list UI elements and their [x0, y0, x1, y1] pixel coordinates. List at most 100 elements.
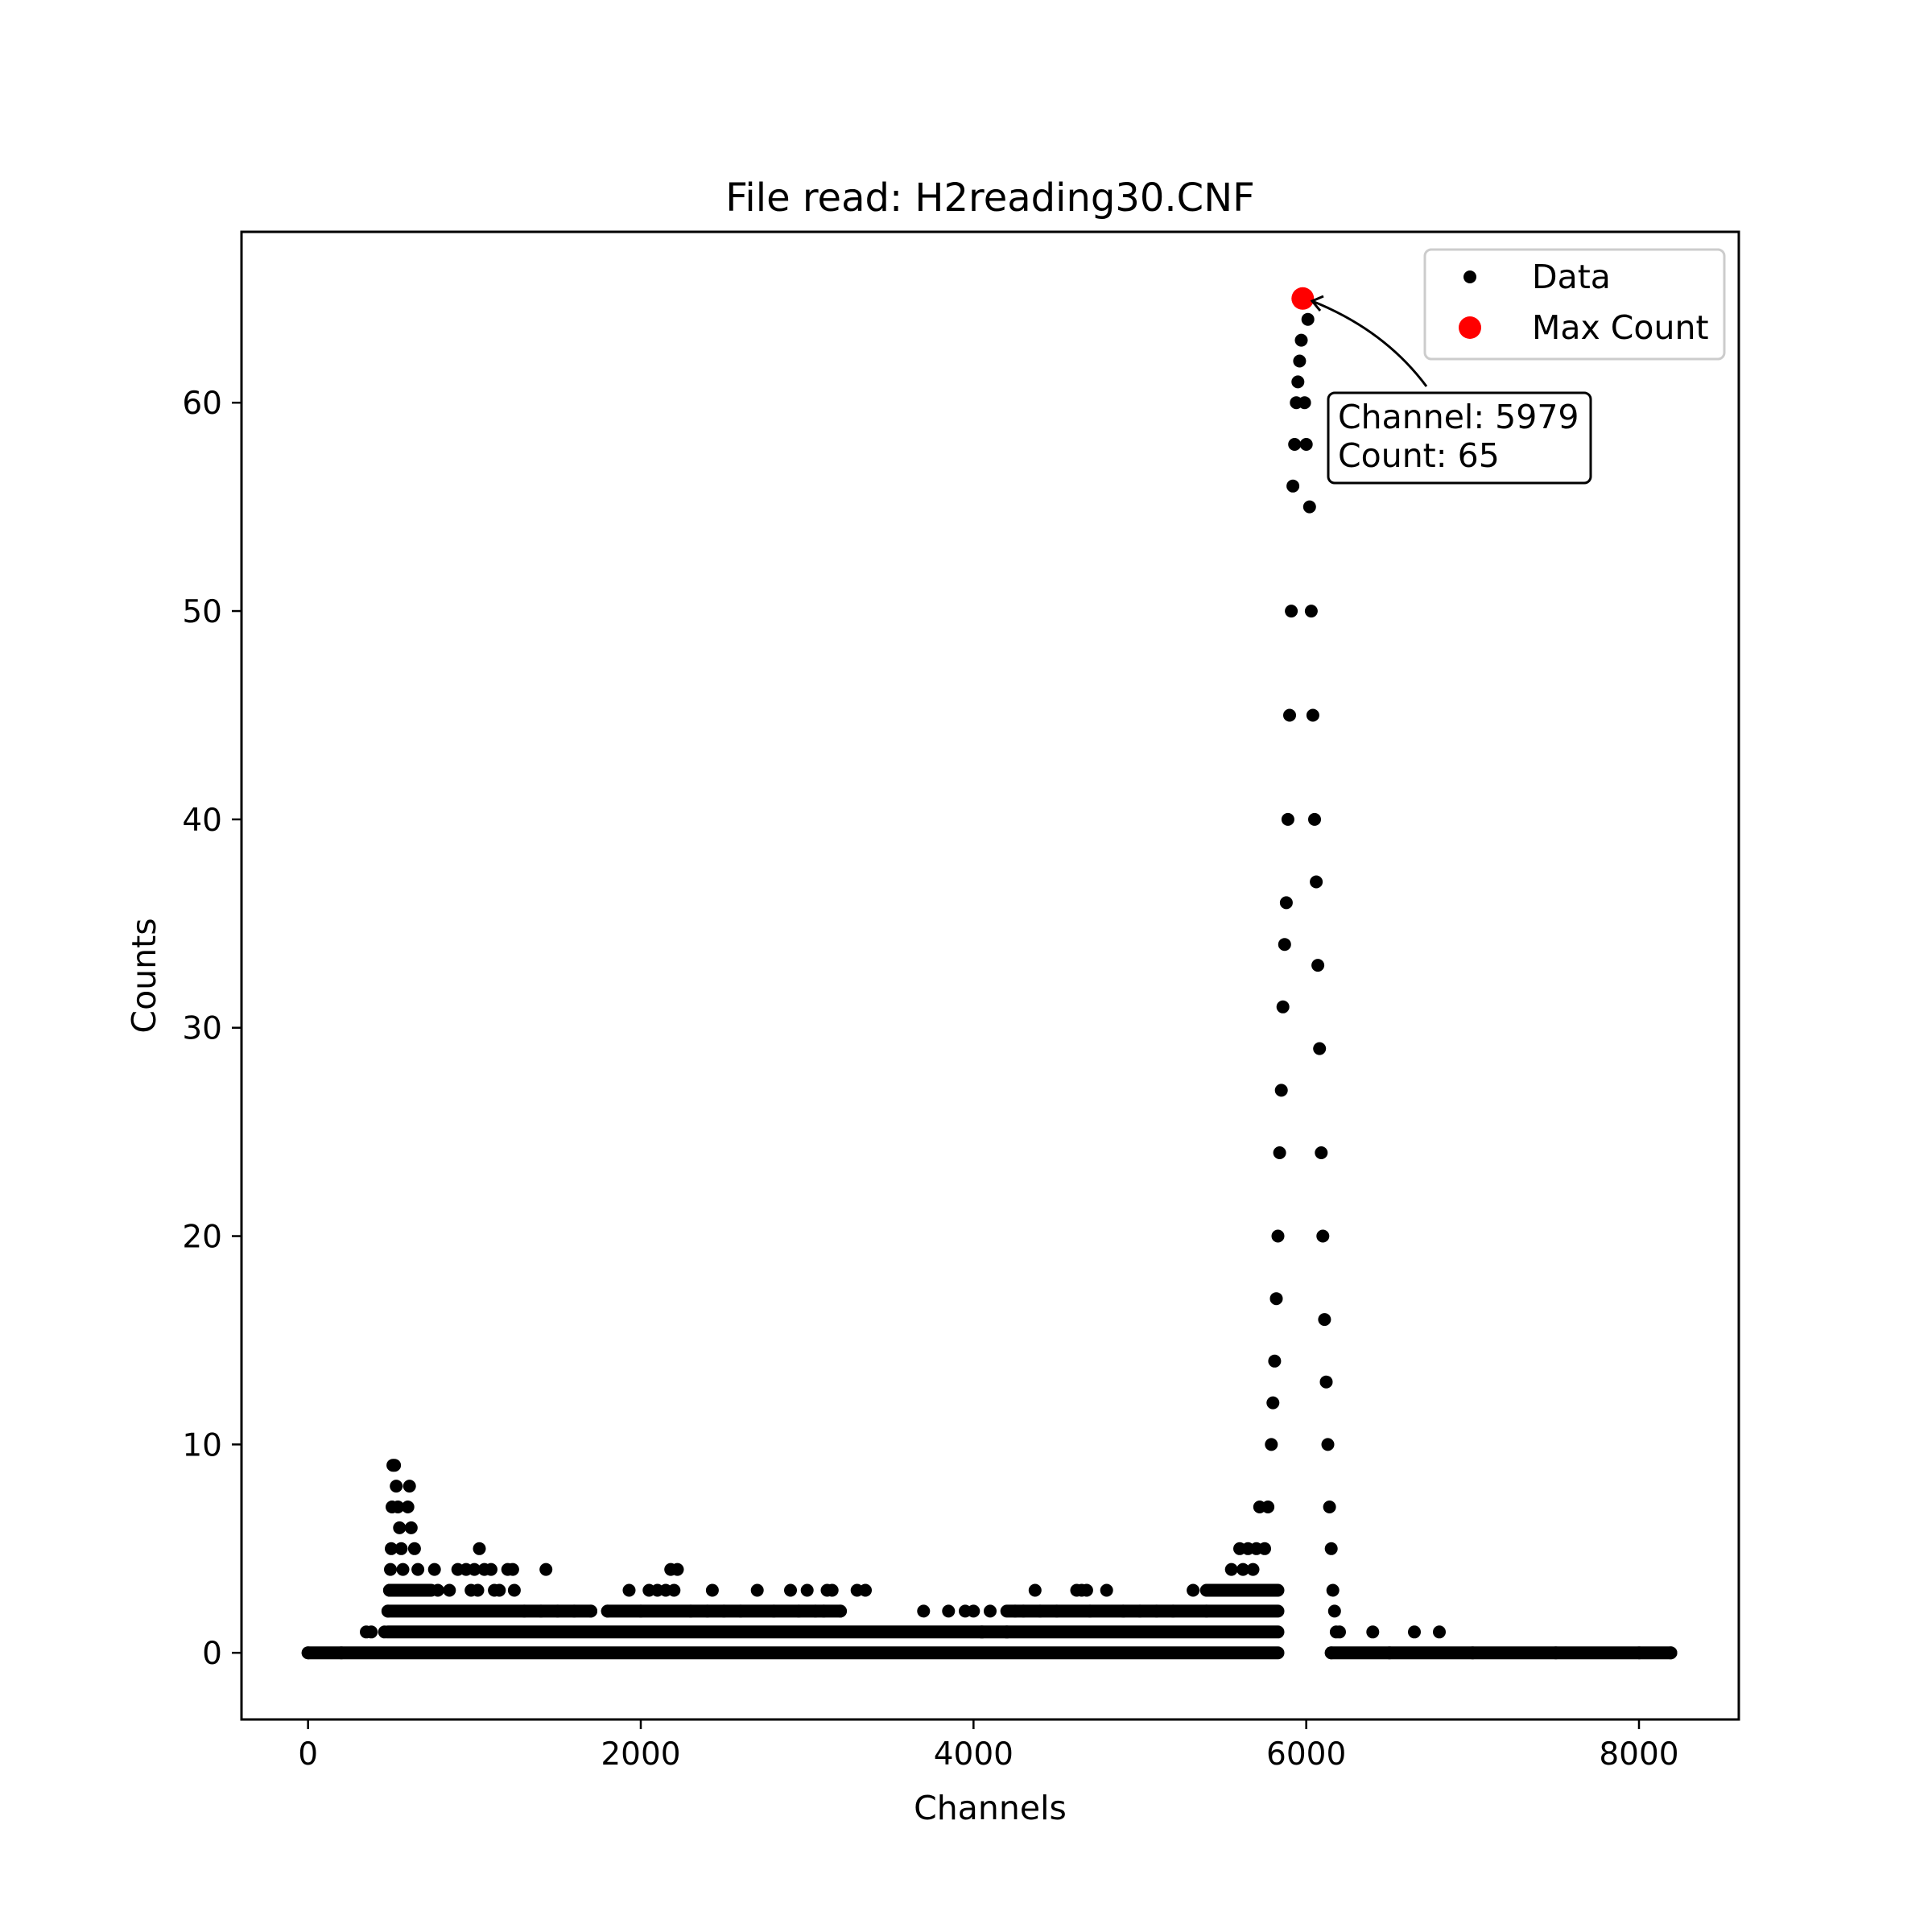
data-point	[485, 1563, 497, 1576]
data-point	[1313, 1042, 1327, 1055]
legend-box	[1423, 248, 1726, 361]
data-point	[1333, 1625, 1346, 1639]
data-point	[468, 1563, 481, 1576]
data-point	[1246, 1563, 1260, 1576]
data-point	[1265, 1438, 1278, 1451]
data-point	[1224, 1563, 1238, 1576]
data-point	[1298, 396, 1311, 410]
data-point	[917, 1604, 931, 1618]
data-point	[984, 1604, 997, 1618]
legend-marker-max-count	[1459, 316, 1481, 339]
y-tick-label: 50	[182, 594, 222, 630]
y-tick-label: 10	[182, 1427, 222, 1463]
data-point	[1266, 1396, 1280, 1410]
data-point	[1236, 1563, 1250, 1576]
data-point	[401, 1501, 415, 1513]
data-point	[942, 1604, 956, 1618]
data-point	[1271, 1229, 1285, 1243]
data-point	[1326, 1583, 1340, 1597]
data-point	[1308, 812, 1321, 826]
data-point	[1293, 354, 1307, 368]
data-point	[407, 1542, 421, 1555]
data-point	[1304, 605, 1318, 618]
data-point	[784, 1583, 797, 1597]
data-point	[365, 1625, 378, 1639]
data-point	[1299, 438, 1313, 451]
x-axis-ticks: 0 2000 4000 6000 8000	[298, 1719, 1679, 1773]
data-point	[394, 1542, 408, 1555]
data-point	[1311, 959, 1325, 972]
data-point	[1258, 1542, 1271, 1555]
data-point	[1310, 875, 1323, 889]
data-point	[800, 1583, 814, 1597]
data-point	[393, 1521, 407, 1534]
y-tick-label: 20	[182, 1220, 222, 1256]
annotation-channel-text: Channel: 5979	[1338, 398, 1579, 436]
data-point	[384, 1563, 397, 1576]
data-point	[1286, 479, 1300, 493]
data-point	[427, 1563, 441, 1576]
data-point	[1302, 500, 1316, 514]
data-point	[1327, 1604, 1341, 1618]
data-point	[1316, 1229, 1330, 1243]
data-point	[1294, 333, 1308, 347]
data-point	[1291, 375, 1305, 389]
data-point	[1269, 1292, 1283, 1306]
data-point	[506, 1563, 519, 1576]
data-point	[507, 1583, 521, 1597]
max-count-point	[1291, 287, 1315, 310]
chart-title: File read: H2reading30.CNF	[725, 175, 1254, 221]
data-point	[1283, 708, 1296, 722]
x-tick-label: 0	[298, 1736, 318, 1773]
annotation-arrowhead	[1310, 295, 1324, 312]
x-tick-label: 6000	[1266, 1736, 1346, 1773]
data-point	[750, 1583, 764, 1597]
data-point	[967, 1604, 980, 1618]
y-tick-label: 30	[182, 1011, 222, 1047]
data-point	[1315, 1146, 1328, 1159]
data-point	[622, 1583, 636, 1597]
data-point	[385, 1542, 398, 1555]
legend-label-max-count: Max Count	[1532, 308, 1709, 347]
annotation-box	[1327, 391, 1592, 485]
y-tick-label: 40	[182, 803, 222, 839]
data-point	[391, 1501, 405, 1513]
data-layer	[301, 287, 1678, 1660]
data-point	[1268, 1354, 1282, 1368]
data-point	[396, 1563, 410, 1576]
data-point	[859, 1583, 872, 1597]
data-point	[1366, 1625, 1380, 1639]
data-point	[473, 1542, 486, 1555]
data-point	[493, 1583, 506, 1597]
x-tick-label: 2000	[601, 1736, 680, 1773]
data-point	[388, 1459, 402, 1472]
data-point	[1278, 938, 1291, 952]
legend-marker-data	[1463, 270, 1476, 283]
data-point	[1319, 1375, 1333, 1389]
data-point	[705, 1583, 719, 1597]
data-point	[1261, 1501, 1275, 1513]
data-point	[1288, 438, 1302, 451]
annotation-arrow	[1311, 299, 1428, 387]
data-point	[1276, 1000, 1290, 1013]
data-point	[1323, 1501, 1336, 1513]
data-point	[1100, 1583, 1113, 1597]
data-point	[1279, 896, 1293, 910]
y-axis-label: Counts	[125, 918, 163, 1033]
data-point	[1321, 1438, 1335, 1451]
legend: Data Max Count	[1423, 248, 1726, 361]
data-point	[1324, 1542, 1338, 1555]
data-point	[1281, 812, 1294, 826]
data-point	[671, 1563, 684, 1576]
data-point	[1273, 1146, 1286, 1159]
x-tick-label: 4000	[934, 1736, 1013, 1773]
data-point	[443, 1583, 456, 1597]
annotation-count-text: Count: 65	[1338, 436, 1500, 475]
data-point	[1408, 1625, 1421, 1639]
data-point	[1301, 312, 1315, 326]
data-point	[402, 1480, 416, 1493]
x-tick-label: 8000	[1599, 1736, 1678, 1773]
max-annotation: Channel: 5979 Count: 65	[1310, 295, 1592, 485]
data-point	[1187, 1583, 1200, 1597]
